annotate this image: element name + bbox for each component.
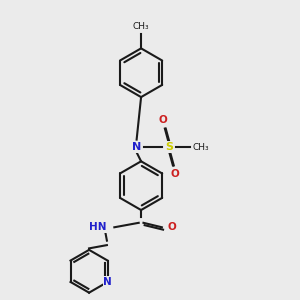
Text: O: O [171, 169, 180, 179]
Text: CH₃: CH₃ [133, 22, 149, 31]
Text: CH₃: CH₃ [193, 142, 209, 152]
Text: N: N [103, 277, 112, 287]
Text: N: N [132, 142, 141, 152]
Text: O: O [159, 115, 168, 125]
Text: S: S [165, 142, 173, 152]
Text: O: O [168, 222, 177, 232]
Text: HN: HN [89, 222, 107, 232]
